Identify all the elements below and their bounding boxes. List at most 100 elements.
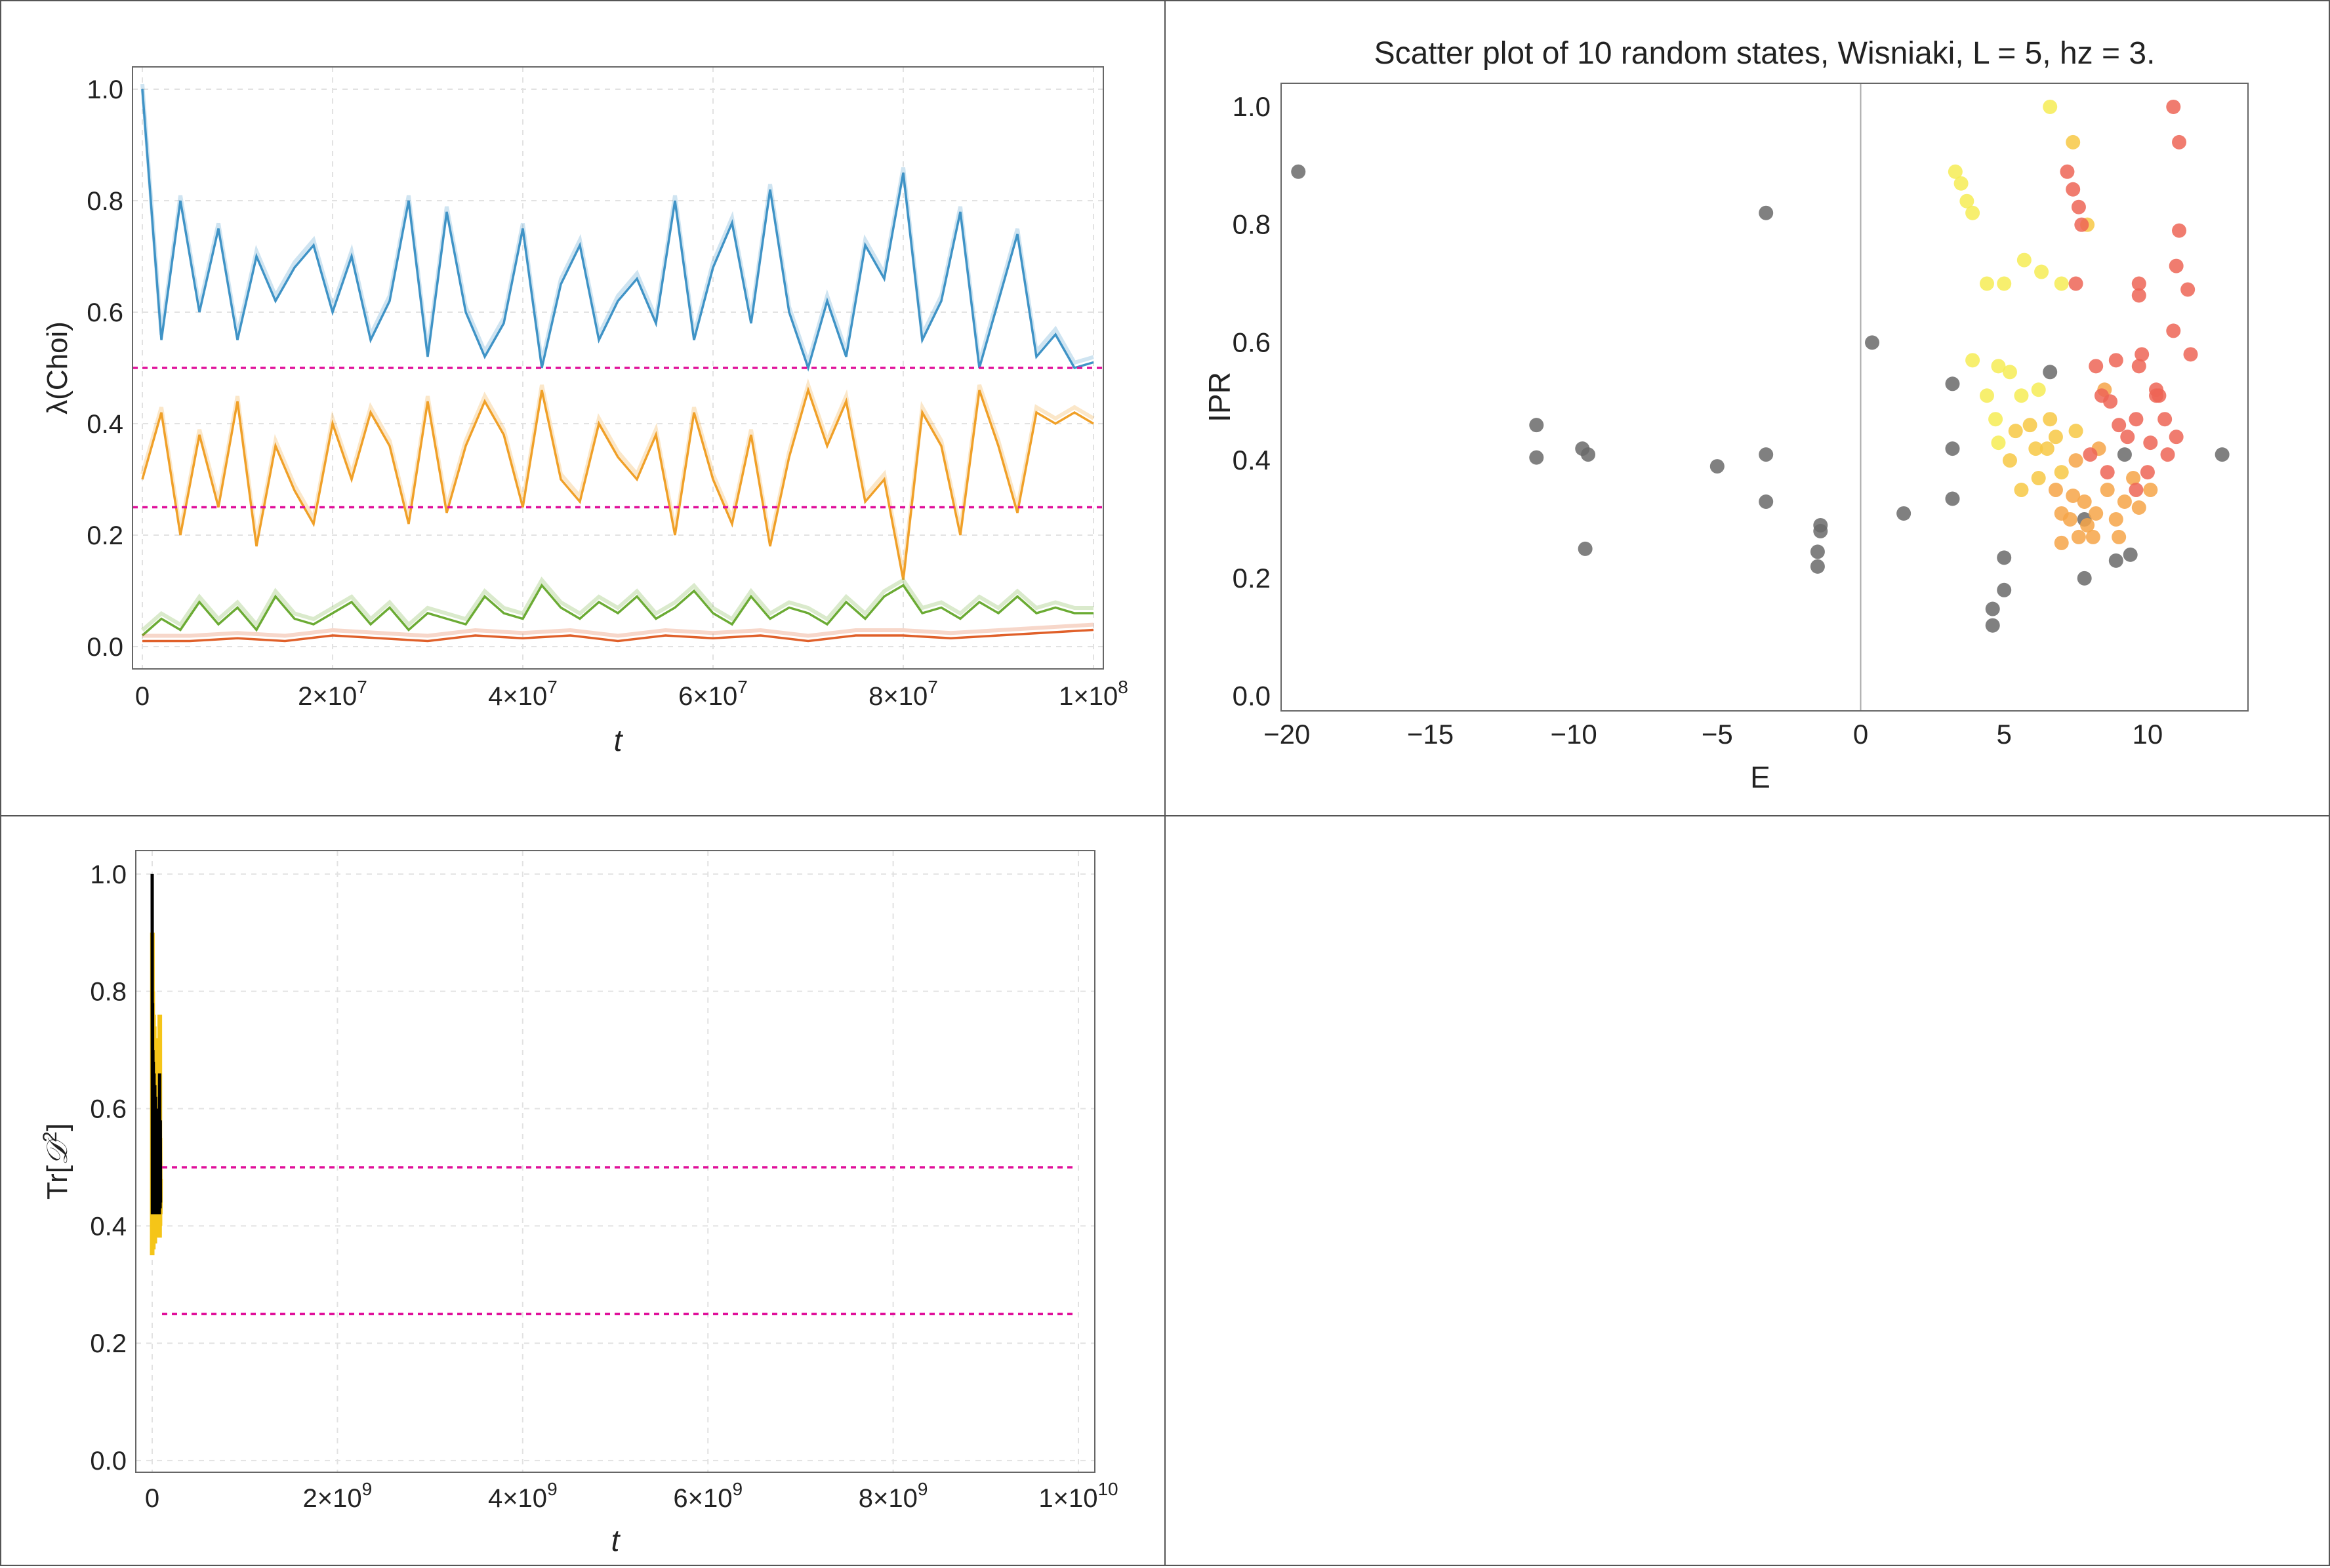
scatter-point: [1991, 359, 2006, 374]
scatter-point: [2100, 483, 2115, 498]
scatter-point: [2108, 553, 2123, 568]
series-envelope: [140, 378, 1095, 575]
x-tick-label: 5: [1997, 719, 2012, 750]
y-tick-label: 0.2: [90, 1329, 127, 1358]
y-tick-label: 1.0: [87, 75, 123, 104]
scatter-point: [2068, 453, 2083, 468]
scatter-point: [1810, 544, 1825, 559]
x-tick-label: −10: [1551, 719, 1597, 750]
scatter-point: [2131, 288, 2146, 303]
x-tick-label: 6×107: [678, 677, 748, 711]
x-tick-label: 2×107: [298, 677, 367, 711]
scatter-point: [2071, 199, 2086, 214]
series-line: [142, 628, 1094, 643]
scatter-point: [1945, 491, 1960, 506]
scatter-point: [1948, 164, 1963, 179]
scatter-point: [2172, 223, 2187, 238]
y-tick-label: 0.8: [1233, 209, 1271, 240]
scatter-point: [2028, 441, 2043, 456]
scatter-point: [1979, 388, 1994, 403]
series-line: [141, 89, 1094, 372]
x-tick-label: 2×109: [303, 1479, 373, 1513]
scatter-point: [2031, 382, 2046, 397]
scatter-point: [2002, 365, 2017, 380]
scatter-point: [1979, 276, 1994, 291]
x-tick-label: 4×109: [488, 1479, 558, 1513]
scatter-point: [2169, 430, 2184, 445]
scatter-point: [2117, 494, 2132, 509]
scatter-point: [1997, 582, 2012, 597]
y-tick-label: 1.0: [90, 860, 127, 889]
x-tick-label: 1×108: [1059, 677, 1128, 711]
scatter-point: [1945, 441, 1960, 456]
scatter-point: [2060, 164, 2075, 179]
scatter-point: [1997, 276, 2012, 291]
x-tick-label: 0: [145, 1484, 159, 1513]
scatter-point: [2103, 394, 2118, 409]
y-tick-label: 0.6: [90, 1095, 127, 1124]
scatter-point: [2054, 276, 2069, 291]
x-tick-label: 10: [2133, 719, 2163, 750]
y-tick-label: 1.0: [1233, 91, 1271, 122]
scatter-point: [1896, 506, 1911, 521]
y-tick-label: 0.8: [90, 978, 127, 1007]
scatter-point: [2071, 529, 2086, 544]
y-tick-label: 0.4: [87, 410, 123, 439]
scatter-point: [2014, 483, 2029, 498]
panel-bottom-right-empty: [1164, 815, 2330, 1566]
scatter-point: [2002, 453, 2017, 468]
scatter-point: [2112, 529, 2127, 544]
scatter-point: [2166, 99, 2181, 114]
scatter-point: [2131, 276, 2146, 291]
plot-frame: [1280, 83, 2249, 712]
scatter-point: [2068, 276, 2083, 291]
y-tick-label: 0.8: [87, 187, 123, 216]
scatter-point: [2022, 418, 2037, 433]
y-tick-label: 0.2: [1233, 563, 1271, 593]
scatter-point: [2183, 347, 2198, 362]
scatter-point: [2048, 430, 2063, 445]
scatter-point: [2166, 323, 2181, 338]
y-tick-label: 0.4: [1233, 445, 1271, 475]
scatter-point: [2048, 483, 2063, 498]
scatter-point: [2043, 412, 2058, 427]
panel-top-left: 0.0 0.2 0.4 0.6 0.8 1.0 0 2×107 4×107 6×107 8×107 1…: [0, 0, 1166, 816]
scatter-point: [1291, 164, 1306, 179]
scatter-point: [1529, 450, 1544, 465]
x-axis-label: t: [611, 1523, 621, 1558]
scatter-point: [2066, 134, 2081, 150]
x-axis-label: t: [614, 723, 624, 757]
y-tick-label: 0.0: [87, 633, 123, 662]
scatter-point: [2215, 447, 2230, 462]
scatter-point: [2117, 447, 2132, 462]
x-tick-label: 0: [135, 682, 150, 711]
scatter-point: [2043, 365, 2058, 380]
scatter-point: [2008, 424, 2023, 439]
y-tick-label: 0.2: [87, 521, 123, 550]
x-tick-label: 0: [1853, 719, 1868, 750]
scatter-point: [1759, 494, 1774, 509]
scatter-point: [2143, 483, 2158, 498]
chart-title: Scatter plot of 10 random states, Wisnia…: [1374, 36, 2156, 71]
scatter-point: [1578, 541, 1593, 556]
scatter-point: [2039, 441, 2054, 456]
scatter-point: [2152, 388, 2167, 403]
x-tick-label: 6×109: [673, 1479, 743, 1513]
scatter-point: [1813, 523, 1828, 538]
y-tick-label: 0.6: [1233, 327, 1271, 357]
scatter-point: [2143, 435, 2158, 451]
y-axis-label: IPR: [1202, 372, 1237, 422]
scatter-point: [2129, 483, 2144, 498]
scatter-point: [2100, 465, 2115, 480]
scatter-point: [2066, 182, 2081, 197]
scatter-point: [2169, 258, 2184, 273]
scatter-point: [1581, 447, 1596, 462]
scatter-point: [2108, 353, 2123, 368]
ipr-scatter-chart: 0.0 0.2 0.4 0.6 0.8 1.0 −20 −15 −10 −5 0 5 10 E IPR Sca…: [1202, 36, 2249, 794]
scatter-point: [1997, 550, 2012, 565]
series-line: [141, 583, 1093, 637]
y-axis-label: λ(Choi): [41, 321, 73, 414]
y-axis-label: Tr[𝒟2]: [39, 1123, 73, 1199]
scatter-point: [2066, 489, 2081, 504]
series-envelope: [141, 576, 1093, 632]
